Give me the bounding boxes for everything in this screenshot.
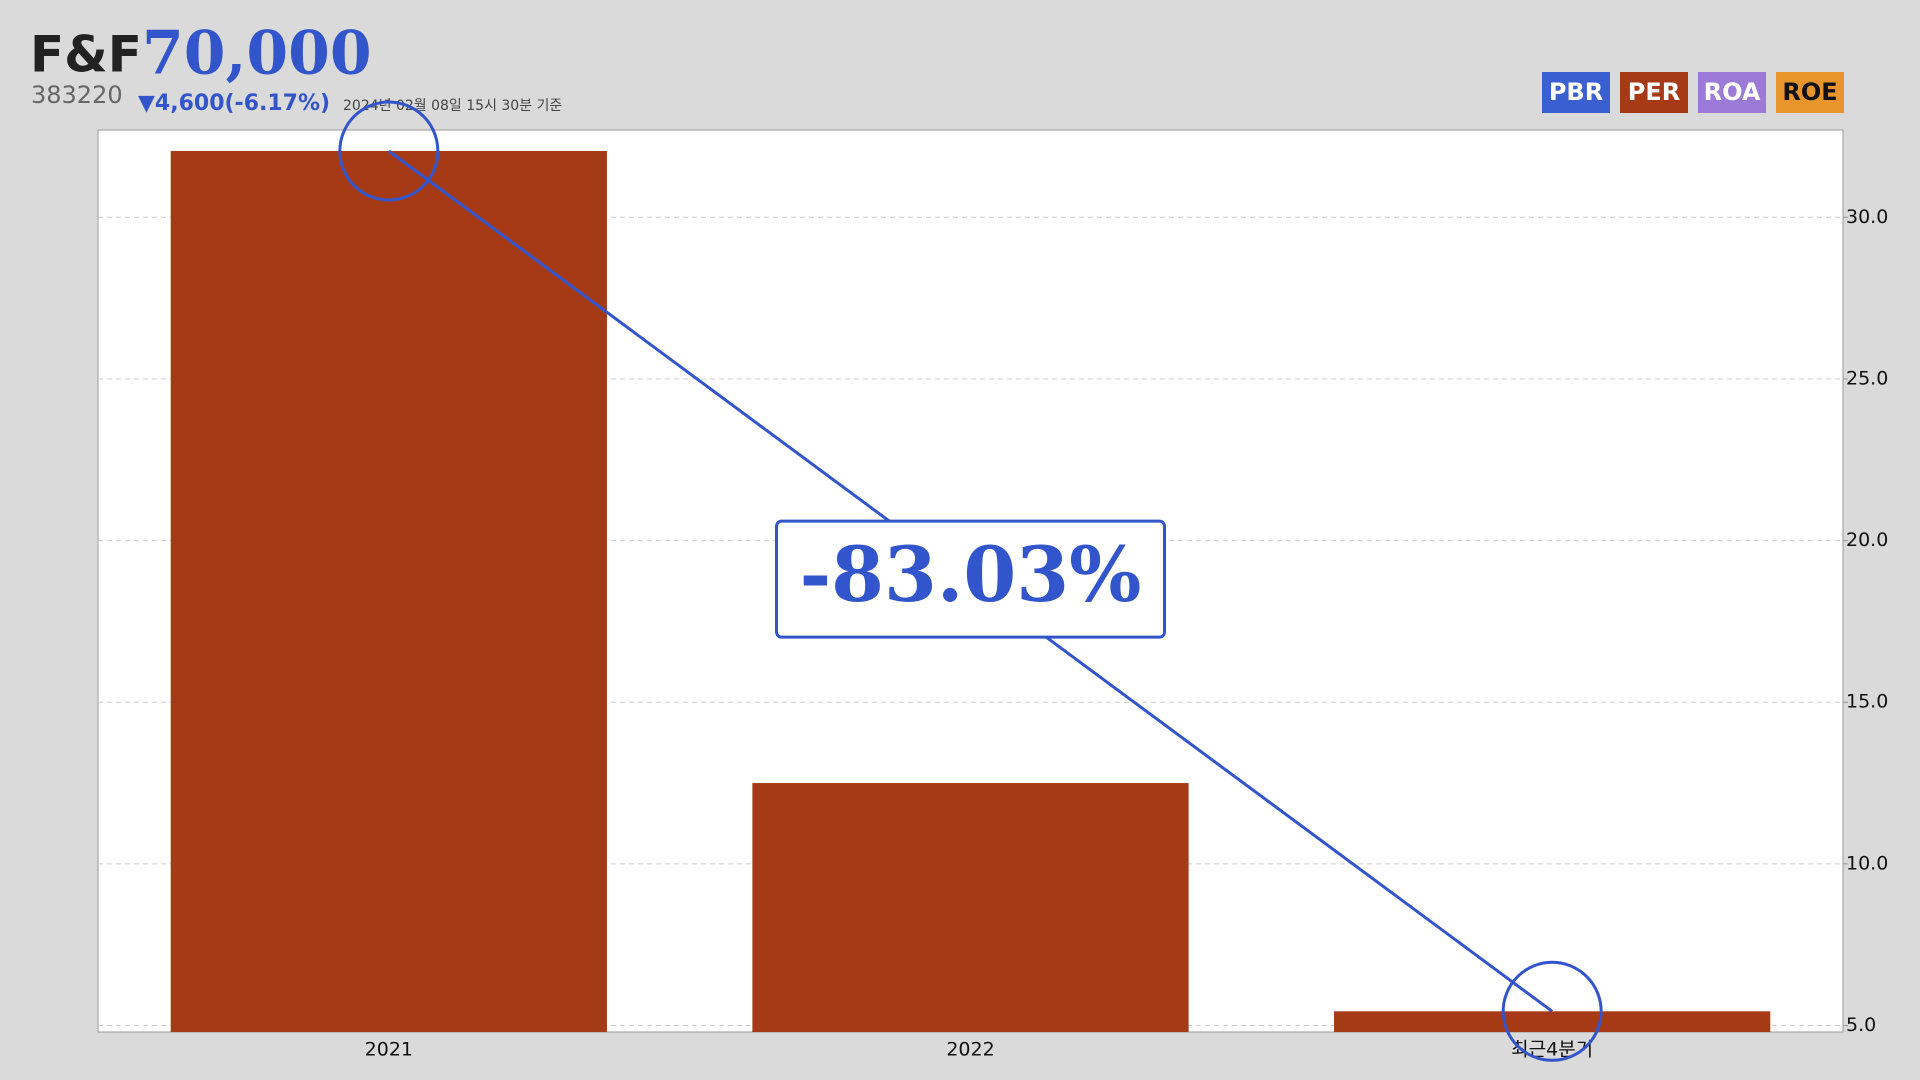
highlight-circle (1501, 960, 1603, 1062)
bar (752, 783, 1189, 1032)
y-tick-label: 30.0 (1846, 206, 1888, 228)
y-tick-label: 5.0 (1846, 1014, 1876, 1036)
tab-label[interactable]: ROE (1782, 78, 1837, 106)
tab-label[interactable]: PER (1628, 78, 1680, 106)
y-tick-label: 20.0 (1846, 529, 1888, 551)
x-tick-label: 2022 (946, 1039, 994, 1061)
y-tick-label: 10.0 (1846, 852, 1888, 874)
highlight-circle (338, 100, 440, 202)
x-tick-label: 2021 (365, 1039, 413, 1061)
stock-name: F&F (30, 26, 142, 84)
stock-date: 2024년 02월 08일 15시 30분 기준 (343, 98, 562, 114)
stock-price: 70,000 (142, 19, 372, 89)
y-tick-label: 15.0 (1846, 691, 1888, 713)
bar (1334, 1011, 1771, 1032)
tab-button[interactable] (1776, 72, 1844, 113)
bar (170, 151, 607, 1032)
annotation-text: -83.03% (800, 530, 1142, 619)
stock-change: ▼4,600(-6.17%) (138, 91, 330, 116)
tab-button[interactable] (1620, 72, 1688, 113)
annotation-box (775, 519, 1166, 639)
stock-code: 383220 (31, 81, 123, 109)
tab-label[interactable]: PBR (1549, 78, 1603, 106)
tab-button[interactable] (1542, 72, 1610, 113)
tab-label[interactable]: ROA (1704, 78, 1761, 106)
y-tick-label: 25.0 (1846, 367, 1888, 389)
tab-button[interactable] (1698, 72, 1766, 113)
